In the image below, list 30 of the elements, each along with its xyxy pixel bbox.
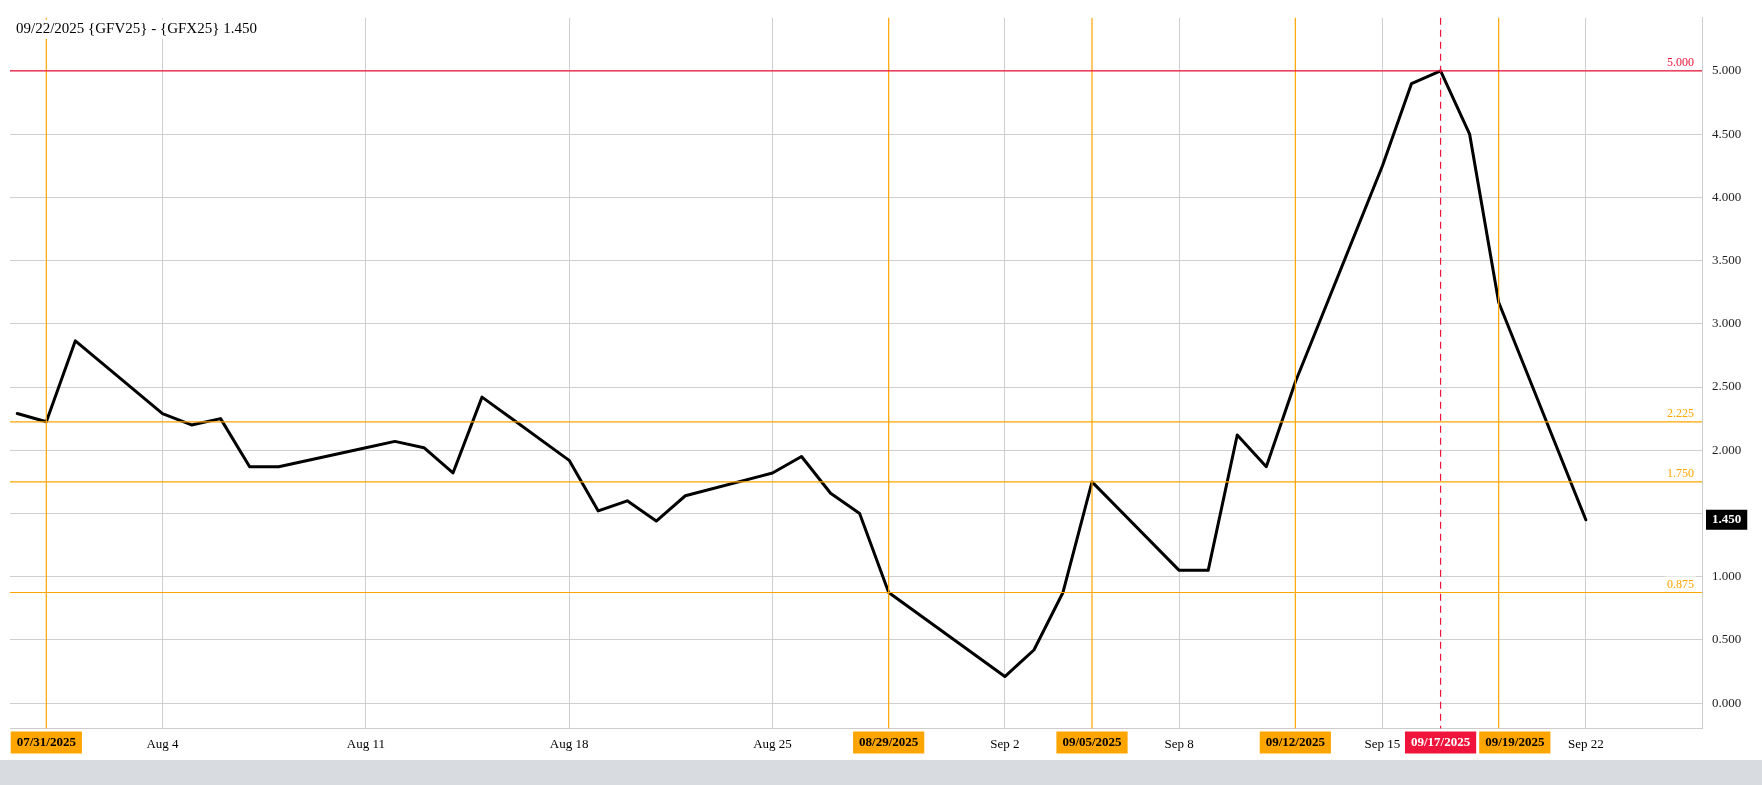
ref-line-label: 09/05/2025 [1062, 733, 1123, 749]
ref-line-label: 0.875 [1667, 576, 1694, 591]
y-tick-label: 0.000 [1712, 694, 1742, 710]
x-tick-label: Sep 8 [1164, 735, 1194, 751]
y-tick-label: 4.500 [1712, 125, 1742, 141]
x-tick-label: Aug 25 [753, 735, 792, 751]
ref-line-label: 09/19/2025 [1485, 733, 1545, 749]
x-tick-label: Sep 15 [1364, 735, 1401, 751]
y-tick-label: 2.500 [1712, 378, 1742, 394]
ref-line-label: 2.225 [1667, 405, 1694, 420]
ref-line-label: 08/29/2025 [859, 733, 919, 749]
ref-line-label: 09/12/2025 [1265, 733, 1326, 749]
ref-line-label: 07/31/2025 [16, 733, 77, 749]
y-tick-label: 0.500 [1712, 631, 1742, 647]
y-tick-label: 5.000 [1712, 62, 1742, 78]
ref-line-label: 1.750 [1667, 466, 1694, 480]
y-tick-label: 2.000 [1712, 441, 1742, 457]
ref-line-label: 5.000 [1667, 55, 1694, 70]
chart-title: 09/22/2025 {GFV25} - {GFX25} 1.450 [16, 20, 257, 37]
text: 1.450 [1712, 511, 1742, 527]
y-tick-label: 3.000 [1712, 315, 1742, 331]
y-tick-label: 4.000 [1712, 188, 1742, 204]
x-tick-label: Aug 4 [146, 735, 180, 751]
x-tick-label: Aug 18 [549, 735, 589, 751]
x-tick-label: Sep 2 [990, 735, 1020, 751]
x-tick-label: Aug 11 [346, 735, 385, 751]
y-tick-label: 3.500 [1712, 251, 1742, 267]
y-tick-label: 1.000 [1712, 568, 1742, 584]
x-tick-label: Sep 22 [1567, 735, 1604, 751]
ref-line-label: 09/17/2025 [1410, 733, 1471, 749]
